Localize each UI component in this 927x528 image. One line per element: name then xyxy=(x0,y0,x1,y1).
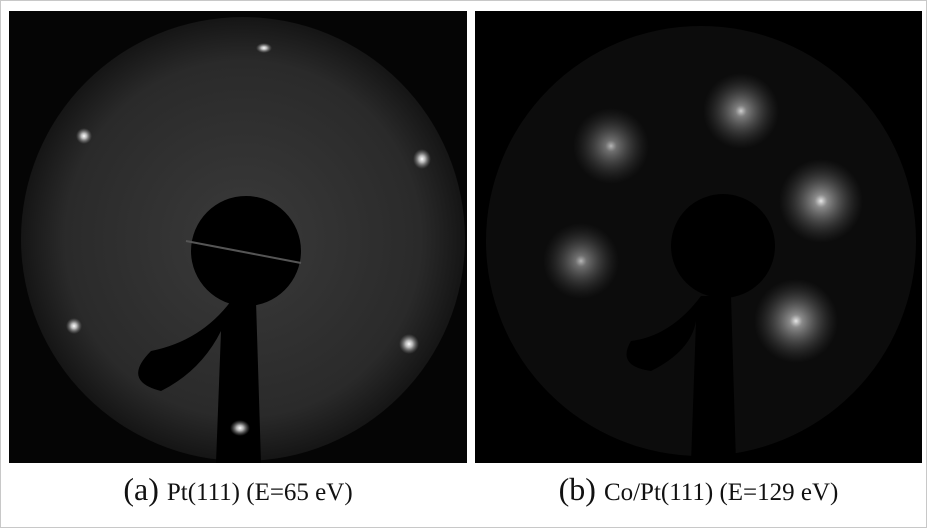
panel-caption: Co/Pt(111) (E=129 eV) xyxy=(604,479,838,506)
panel-label: (a) xyxy=(123,471,159,507)
panel-caption: Pt(111) (E=65 eV) xyxy=(167,479,353,506)
caption-b: (b) Co/Pt(111) (E=129 eV) xyxy=(475,471,922,515)
caption-a: (a) Pt(111) (E=65 eV) xyxy=(9,471,467,515)
leed-images xyxy=(1,1,927,471)
image-a xyxy=(9,11,467,463)
figure: (a) Pt(111) (E=65 eV) (b) Co/Pt(111) (E=12… xyxy=(0,0,927,528)
panel-label: (b) xyxy=(559,471,596,507)
image-b xyxy=(475,11,922,463)
